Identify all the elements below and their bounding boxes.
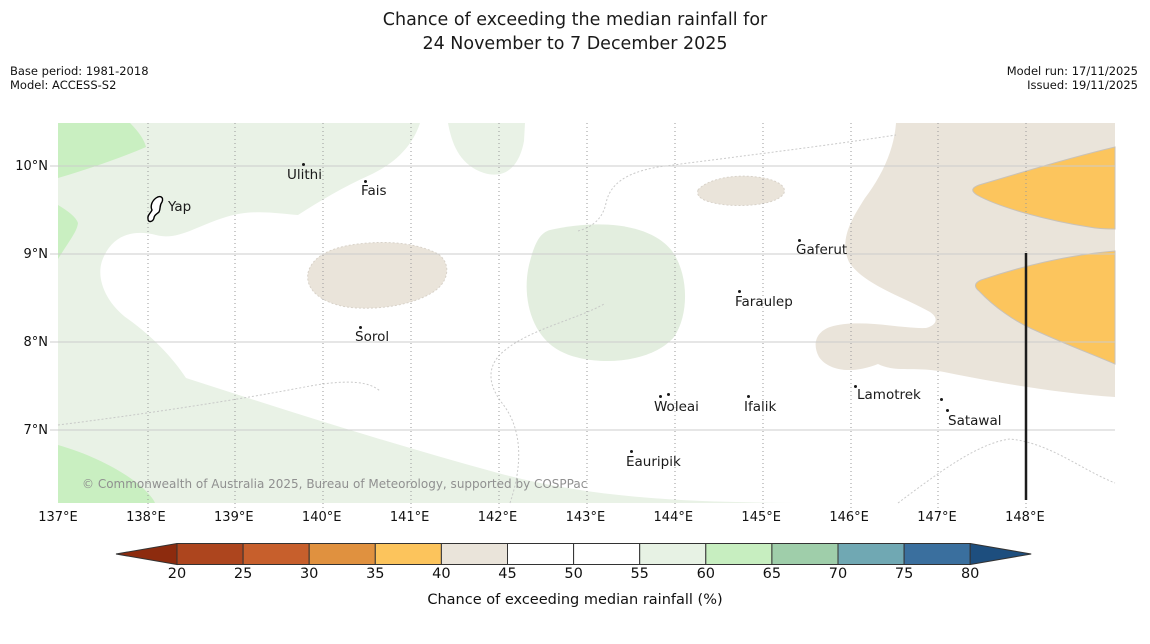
- colorbar-segment: [242, 543, 310, 565]
- region-light-green-west: [58, 123, 795, 503]
- island-label-ifalik: Ifalik: [744, 399, 777, 415]
- island-marker: [364, 180, 367, 183]
- colorbar-segment: [771, 543, 839, 565]
- island-label-yap: Yap: [168, 199, 192, 215]
- colorbar-label: Chance of exceeding median rainfall (%): [427, 592, 723, 608]
- lat-tick-label: 10°N: [15, 159, 48, 174]
- island-label-woleai: Woleai: [654, 399, 699, 415]
- region-beige-sorol: [307, 242, 448, 309]
- colorbar-tick-label: 50: [564, 566, 583, 582]
- lon-tick-label: 139°E: [214, 510, 254, 525]
- colorbar-segment: [507, 543, 575, 565]
- lon-tick-label: 143°E: [565, 510, 606, 525]
- issued-text: Issued: 19/11/2025: [1027, 78, 1138, 92]
- island-label-lamotrek: Lamotrek: [857, 387, 921, 403]
- colorbar-tick-label: 20: [167, 566, 187, 582]
- colorbar-segment: [705, 543, 773, 565]
- region-orange-northeast: [972, 146, 1116, 230]
- title-line-1: Chance of exceeding the median rainfall …: [382, 10, 768, 30]
- colorbar-segment: [374, 543, 442, 565]
- map-canvas: © Commonwealth of Australia 2025, Bureau…: [50, 123, 1116, 509]
- region-bright-green-west-wedge: [58, 205, 78, 259]
- island-label-fais: Fais: [361, 183, 387, 199]
- island-marker: [738, 290, 741, 293]
- region-bright-green-topleft: [58, 123, 146, 178]
- colorbar-segment: [440, 543, 508, 565]
- colorbar-tick-label: 60: [696, 566, 716, 582]
- colorbar-tick-label: 70: [828, 566, 848, 582]
- colorbar: [114, 542, 1036, 571]
- colorbar-tick-label: 65: [762, 566, 782, 582]
- colorbar-segment: [903, 543, 971, 565]
- lon-tick-label: 145°E: [741, 510, 781, 525]
- lat-tick-label: 9°N: [23, 247, 49, 262]
- lon-tick-label: 146°E: [829, 510, 869, 525]
- island-marker: [747, 395, 750, 398]
- colorbar-tick-label: 35: [366, 566, 385, 582]
- run-info: Model run: 17/11/2025 Issued: 19/11/2025: [1007, 64, 1138, 92]
- model-run-text: Model run: 17/11/2025: [1006, 64, 1138, 78]
- island-label-eauripik: Eauripik: [626, 454, 681, 470]
- island-marker: [798, 239, 801, 242]
- colorbar-arrow-high: [969, 542, 1032, 566]
- lon-tick-label: 147°E: [917, 510, 957, 525]
- island-marker: [940, 398, 943, 401]
- colorbar-arrow-low: [115, 542, 178, 566]
- lon-tick-label: 148°E: [1005, 510, 1045, 525]
- colorbar-segment: [308, 543, 376, 565]
- colorbar-tick-label: 75: [894, 566, 914, 582]
- region-orange-east: [975, 250, 1116, 365]
- colorbar-tick-label: 80: [960, 566, 980, 582]
- colorbar-segment: [639, 543, 707, 565]
- colorbar-tick-label: 40: [432, 566, 451, 582]
- island-marker: [302, 163, 305, 166]
- lon-tick-label: 142°E: [477, 510, 518, 525]
- contour-lines: [57, 134, 1116, 504]
- base-period-text: Base period: 1981-2018: [10, 64, 149, 78]
- colorbar-tick-label: 55: [630, 566, 649, 582]
- lat-tick-label: 7°N: [23, 423, 49, 438]
- lon-tick-label: 140°E: [301, 510, 342, 525]
- model-info: Base period: 1981-2018 Model: ACCESS-S2: [10, 64, 149, 92]
- island-label-ulithi: Ulithi: [287, 167, 322, 183]
- colorbar-segment: [176, 543, 244, 565]
- island-marker: [630, 450, 633, 453]
- copyright-text: © Commonwealth of Australia 2025, Bureau…: [82, 477, 588, 491]
- colorbar-segment: [573, 543, 641, 565]
- island-marker: [946, 409, 949, 412]
- colorbar-segment: [837, 543, 905, 565]
- yap-island-shape: [147, 195, 164, 223]
- colorbar-tick-label: 25: [233, 566, 253, 582]
- lat-tick-label: 8°N: [23, 335, 49, 350]
- lon-tick-label: 138°E: [126, 510, 166, 525]
- colorbar-ticks: 20 25 30 35 40 45 50 55 60 65 70 75 80: [0, 566, 1150, 586]
- region-light-green-top-center: [448, 123, 525, 175]
- lon-tick-label: 141°E: [389, 510, 430, 525]
- lon-tick-label: 144°E: [653, 510, 694, 525]
- contour-map-svg: [50, 123, 1116, 509]
- island-marker: [854, 385, 857, 388]
- island-label-sorol: Sorol: [355, 329, 390, 345]
- island-label-faraulep: Faraulep: [735, 294, 793, 310]
- title-line-2: 24 November to 7 December 2025: [422, 34, 728, 54]
- island-marker: [359, 326, 362, 329]
- island-marker: [667, 393, 670, 396]
- page-title: Chance of exceeding the median rainfall …: [0, 8, 1150, 56]
- colorbar-tick-label: 45: [498, 566, 517, 582]
- island-marker: [659, 395, 662, 398]
- latitude-gridlines: [50, 165, 1115, 431]
- island-label-satawal: Satawal: [948, 413, 1002, 429]
- colorbar-tick-label: 30: [299, 566, 319, 582]
- model-name-text: Model: ACCESS-S2: [10, 78, 117, 92]
- lon-tick-label: 137°E: [38, 510, 78, 525]
- island-label-gaferut: Gaferut: [796, 242, 848, 258]
- region-sage-green-center: [526, 224, 686, 362]
- region-bright-green-bottomleft: [58, 445, 155, 503]
